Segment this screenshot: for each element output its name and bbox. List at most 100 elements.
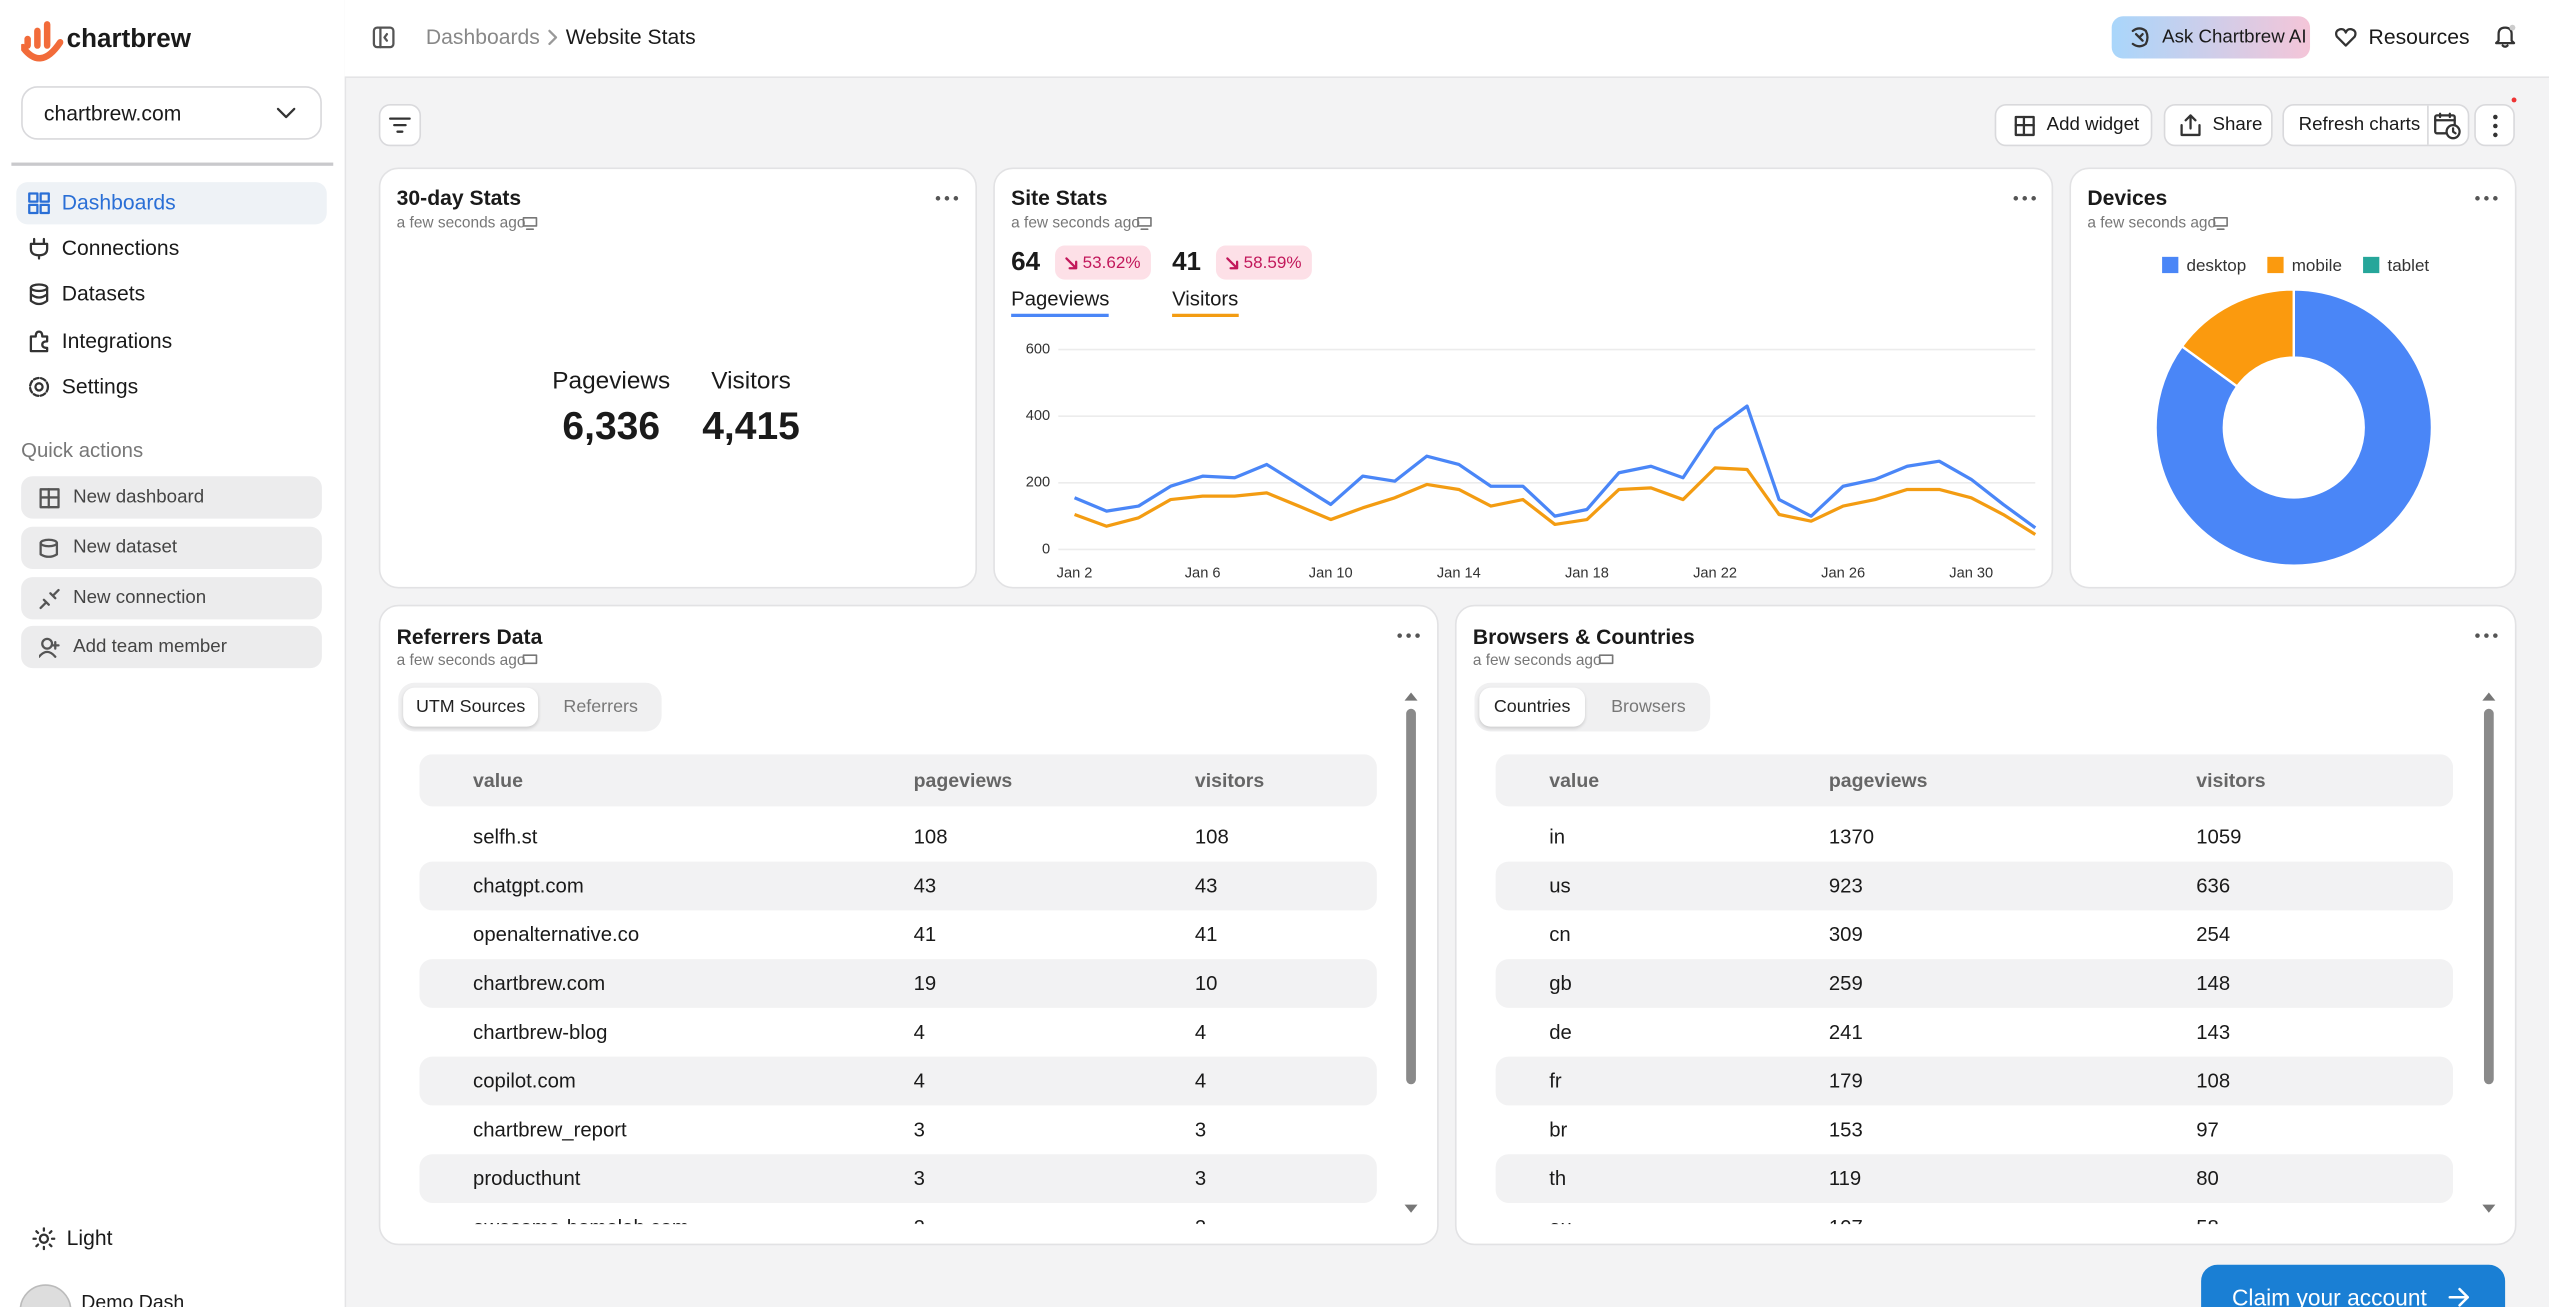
- scroll-down: [2482, 1204, 2496, 1213]
- logo-icon: [21, 21, 64, 62]
- qa-label: New connection: [73, 588, 207, 608]
- table-cell: copilot.com: [473, 1069, 576, 1093]
- tab-label: Referrers: [563, 697, 638, 717]
- column-header: value: [1549, 768, 1600, 792]
- filter-button[interactable]: [378, 104, 422, 147]
- table-cell: 107: [1829, 1214, 1863, 1224]
- legend-swatch: [2267, 256, 2284, 274]
- table-cell: 41: [913, 923, 937, 947]
- table-cell: us: [1549, 874, 1571, 898]
- legend-entry[interactable]: tablet: [2387, 256, 2429, 275]
- kpi-value: 41: [1172, 248, 1202, 277]
- quick-action[interactable]: New dashboard: [21, 476, 322, 519]
- notifications-icon[interactable]: [2494, 24, 2517, 48]
- scroll-down: [1404, 1204, 1418, 1213]
- y-tick-label: 0: [1042, 541, 1050, 557]
- add-widget-button[interactable]: Add widget: [1994, 104, 2153, 147]
- quick-action[interactable]: Add team member: [21, 625, 322, 669]
- tab[interactable]: UTM Sources: [403, 687, 539, 727]
- widget-menu[interactable]: [2474, 632, 2498, 639]
- tab-label: Countries: [1493, 697, 1571, 717]
- table-cell: chartbrew_report: [473, 1118, 627, 1142]
- table-cell: 2: [1195, 1214, 1206, 1224]
- breadcrumb-link[interactable]: Dashboards: [425, 24, 540, 49]
- pie-slice: [2180, 288, 2295, 389]
- nav-item[interactable]: Settings: [16, 366, 326, 408]
- schedule-icon[interactable]: [2434, 112, 2462, 140]
- scroll-up: [2482, 692, 2496, 701]
- nav-item[interactable]: Connections: [16, 228, 326, 270]
- table-cell: 119: [1828, 1167, 1862, 1190]
- project-select[interactable]: chartbrew.com: [21, 86, 322, 140]
- scrollbar[interactable]: [2479, 688, 2499, 1224]
- tab[interactable]: Browsers: [1591, 688, 1705, 727]
- widget-title: Referrers Data: [396, 624, 543, 649]
- share-button[interactable]: Share: [2163, 104, 2273, 147]
- table-row: in 1370 1059: [1496, 813, 2454, 862]
- table-cell: 143: [2196, 1020, 2231, 1044]
- table-cell: 108: [2196, 1069, 2231, 1093]
- legend-entry[interactable]: Visitors: [1172, 286, 1239, 317]
- table-cell: 43: [1194, 874, 1218, 898]
- nav-item[interactable]: Datasets: [16, 273, 326, 315]
- kpi-label: Visitors: [711, 367, 791, 396]
- nav-label: Connections: [61, 235, 180, 261]
- nav-label: Integrations: [61, 328, 173, 353]
- column-header: pageviews: [1828, 768, 1928, 792]
- quick-action[interactable]: New connection: [21, 577, 322, 620]
- table-cell: 19: [913, 972, 937, 995]
- line-series: [1073, 466, 2037, 536]
- table-row: us 923 636: [1495, 861, 2454, 911]
- more-icon: [2493, 114, 2498, 138]
- legend-entry[interactable]: desktop: [2186, 256, 2246, 275]
- theme-toggle[interactable]: Light: [66, 1225, 113, 1251]
- nav-icon: [29, 237, 49, 260]
- sidebar: chartbrew chartbrew.com Dashboards Conne…: [0, 0, 347, 1307]
- table-cell: fr: [1549, 1069, 1562, 1093]
- table-cell: 923: [1828, 874, 1863, 898]
- claim-button[interactable]: Claim your account: [2201, 1264, 2506, 1307]
- ai-button[interactable]: Ask Chartbrew AI: [2111, 16, 2311, 59]
- refresh-button[interactable]: Refresh charts: [2282, 104, 2470, 147]
- table-cell: 309: [1828, 923, 1863, 947]
- column-header: pageviews: [913, 768, 1013, 792]
- more-button[interactable]: [2474, 104, 2515, 147]
- scrollbar[interactable]: [1401, 688, 1421, 1224]
- x-tick-label: Jan 6: [1185, 566, 1221, 582]
- table-header: value pageviews visitors: [1495, 754, 2454, 807]
- widget-menu[interactable]: [2013, 195, 2037, 202]
- button-divider: [2427, 105, 2429, 145]
- quick-action[interactable]: New dataset: [21, 526, 322, 569]
- nav-item[interactable]: Integrations: [16, 320, 326, 362]
- down-arrow: [1065, 257, 1078, 270]
- widget-menu[interactable]: [935, 195, 959, 202]
- monitor-shape: [522, 654, 538, 665]
- legend-entry[interactable]: Pageviews: [1011, 286, 1110, 317]
- widget-menu[interactable]: [2474, 195, 2498, 202]
- table-cell: de: [1549, 1020, 1572, 1044]
- menu-dot: [1415, 633, 1420, 638]
- menu-dot: [2484, 633, 2489, 638]
- resources-link[interactable]: Resources: [2368, 24, 2470, 49]
- table-cell: 43: [913, 874, 937, 898]
- tab[interactable]: Referrers: [545, 688, 657, 727]
- legend-entry[interactable]: mobile: [2292, 256, 2342, 275]
- tab[interactable]: Countries: [1479, 687, 1585, 727]
- kpi-value: 64: [1011, 248, 1041, 277]
- y-tick-label: 200: [1026, 475, 1050, 491]
- x-tick-label: Jan 2: [1057, 566, 1093, 582]
- y-tick-label: 400: [1026, 408, 1050, 424]
- sidebar-toggle[interactable]: [372, 26, 395, 49]
- table-cell: 58: [2196, 1214, 2219, 1224]
- divider: [11, 162, 334, 166]
- resources-icon: [2335, 27, 2357, 47]
- table-row: copilot.com 4 4: [419, 1056, 1377, 1106]
- widget-menu[interactable]: [1396, 632, 1420, 639]
- menu-dot: [1397, 633, 1402, 638]
- nav-icon: [29, 283, 49, 306]
- nav-item[interactable]: Dashboards: [16, 182, 327, 225]
- add-widget-label: Add widget: [2046, 115, 2140, 135]
- nav-label: Datasets: [61, 281, 146, 306]
- legend-swatch: [2162, 256, 2179, 274]
